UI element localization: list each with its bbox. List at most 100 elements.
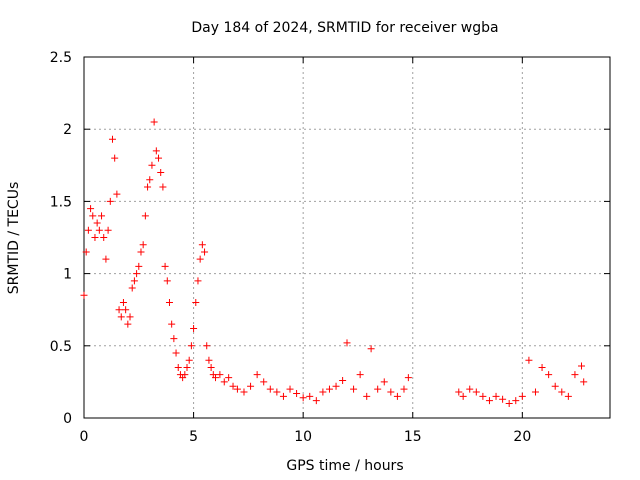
data-point [400,385,408,393]
data-point [205,356,213,364]
data-point [229,382,237,390]
data-point [126,313,134,321]
data-point [286,385,294,393]
data-point [124,320,132,328]
data-point [393,392,401,400]
data-point [350,385,358,393]
axis-ticks: 0 0.5 1 1.5 2 2.5 0 5 10 15 20 [50,50,610,445]
data-point [466,385,474,393]
data-point [98,212,106,220]
data-point [137,248,145,256]
data-point [343,339,351,347]
data-point [111,154,119,162]
data-point [387,388,395,396]
data-point [198,241,206,249]
data-point [253,371,261,379]
data-point [299,394,307,402]
data-point [325,385,333,393]
data-point [459,392,467,400]
data-point [95,226,103,234]
data-point [104,226,112,234]
y-tick-label: 1 [63,267,72,283]
data-point [190,324,198,332]
data-points [80,118,588,408]
x-tick-label: 20 [513,429,531,445]
data-point [558,388,566,396]
x-axis-label: GPS time / hours [286,458,403,474]
data-point [139,241,147,249]
data-point [187,342,195,350]
data-point [374,385,382,393]
data-point [87,205,95,213]
data-point [273,388,281,396]
data-point [240,388,248,396]
data-point [108,135,116,143]
data-point [174,363,182,371]
data-point [332,382,340,390]
data-point [135,262,143,270]
data-point [130,277,138,285]
data-point [144,183,152,191]
data-point [512,397,520,405]
x-tick-label: 0 [80,429,89,445]
data-point [564,392,572,400]
data-point [194,277,202,285]
data-point [505,400,513,408]
data-point [492,392,500,400]
data-point [319,388,327,396]
data-point [571,371,579,379]
data-point [80,291,88,299]
data-point [216,371,224,379]
data-point [196,255,204,263]
data-point [93,219,101,227]
data-point [183,363,191,371]
y-tick-label: 0 [63,411,72,427]
data-point [545,371,553,379]
data-point [82,248,90,256]
data-point [181,371,189,379]
grid-lines [84,57,610,418]
data-point [91,234,99,241]
data-point [380,378,388,386]
data-point [212,374,219,382]
data-point [192,298,200,306]
data-point [499,395,507,403]
data-point [339,376,347,384]
y-tick-label: 0.5 [50,339,72,355]
data-point [157,169,165,177]
data-point [100,234,108,241]
y-tick-label: 2 [63,122,72,138]
data-point [146,176,154,184]
data-point [312,397,320,405]
x-tick-label: 10 [294,429,312,445]
data-point [233,385,241,393]
data-point [455,388,463,396]
x-tick-label: 15 [404,429,422,445]
data-point [89,212,97,220]
data-point [203,342,211,350]
data-point [356,371,364,379]
data-point [128,284,136,292]
data-point [102,255,110,263]
data-point [117,313,125,321]
data-point [106,197,114,205]
data-point [152,147,160,155]
data-point [119,298,127,306]
data-point [479,392,487,400]
data-point [170,335,178,343]
data-point [485,397,493,405]
data-point [247,382,255,390]
data-point [84,226,92,234]
data-point [155,154,163,162]
data-point [306,392,314,400]
chart-title: Day 184 of 2024, SRMTID for receiver wgb… [191,20,498,36]
data-point [168,320,176,328]
data-point [185,356,193,364]
data-point [363,392,371,400]
data-point [141,212,149,220]
data-point [531,388,539,396]
data-point [538,363,546,371]
data-point [367,345,375,353]
data-point [113,190,121,198]
